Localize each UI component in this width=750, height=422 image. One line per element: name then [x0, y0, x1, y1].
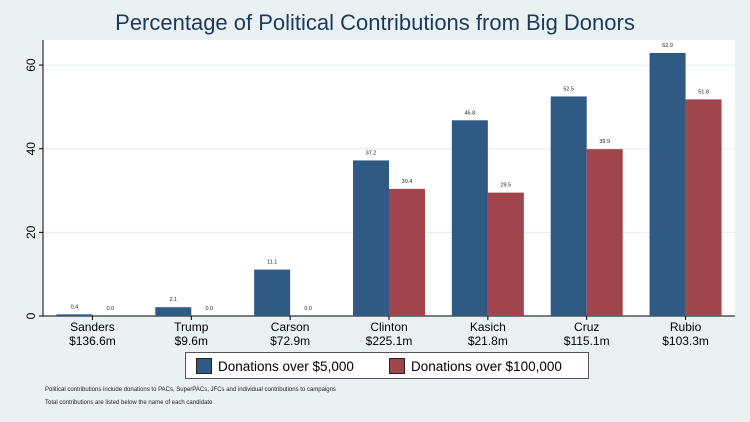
data-label: 46.8: [464, 110, 475, 116]
data-label: 39.9: [599, 139, 610, 145]
bar: [487, 192, 524, 316]
x-tick-sublabel: $9.6m: [175, 334, 208, 348]
y-tick-label: 0: [24, 312, 38, 319]
bar: [550, 96, 587, 316]
legend-swatch-2: [389, 358, 405, 374]
data-label: 52.5: [563, 86, 574, 92]
legend-swatch-1: [196, 358, 212, 374]
data-label: 30.4: [402, 179, 413, 185]
x-tick-sublabel: $115.1m: [564, 334, 610, 348]
bar: [155, 307, 192, 316]
y-tick-label: 60: [24, 58, 38, 72]
legend-label-2: Donations over $100,000: [411, 358, 562, 374]
bar: [56, 314, 93, 316]
data-label: 0.0: [304, 306, 312, 312]
x-tick-label: Kasich: [470, 320, 506, 334]
legend-label-1: Donations over $5,000: [218, 358, 354, 374]
x-tick-sublabel: $136.6m: [69, 334, 116, 348]
legend-item-2: Donations over $100,000: [389, 358, 562, 374]
x-tick-label: Sanders: [70, 320, 115, 334]
y-tick-label: 20: [24, 225, 38, 239]
data-label: 0.0: [107, 306, 115, 312]
footnote-1: Political contributions include donation…: [45, 387, 336, 393]
footnote-2: Total contributions are listed below the…: [45, 400, 213, 406]
x-tick-sublabel: $72.9m: [270, 334, 310, 348]
legend-item-1: Donations over $5,000: [196, 358, 354, 374]
data-label: 0.4: [71, 304, 79, 310]
data-label: 2.1: [169, 297, 177, 303]
x-tick-sublabel: $21.8m: [468, 334, 508, 348]
data-label: 51.8: [698, 89, 709, 95]
bar: [586, 149, 623, 316]
bar: [649, 52, 686, 317]
x-tick-label: Cruz: [574, 320, 599, 334]
data-label: 37.2: [366, 150, 377, 156]
data-label: 29.5: [500, 183, 511, 189]
x-tick-label: Carson: [271, 320, 310, 334]
bar: [353, 160, 389, 316]
data-label: 0.0: [205, 306, 213, 312]
chart-title: Percentage of Political Contributions fr…: [115, 10, 635, 35]
bar: [254, 269, 291, 316]
y-tick-label: 40: [24, 142, 38, 156]
legend: Donations over $5,000 Donations over $10…: [185, 352, 589, 379]
x-tick-label: Clinton: [370, 320, 407, 334]
x-tick-sublabel: $103.3m: [662, 334, 709, 348]
x-tick-label: Trump: [174, 320, 209, 334]
bar: [685, 99, 722, 316]
data-label: 11.1: [267, 260, 277, 266]
x-tick-sublabel: $225.1m: [366, 334, 413, 348]
bar: [451, 120, 488, 316]
bar: [389, 188, 425, 316]
data-label: 62.9: [662, 43, 673, 49]
x-tick-label: Rubio: [670, 320, 702, 334]
